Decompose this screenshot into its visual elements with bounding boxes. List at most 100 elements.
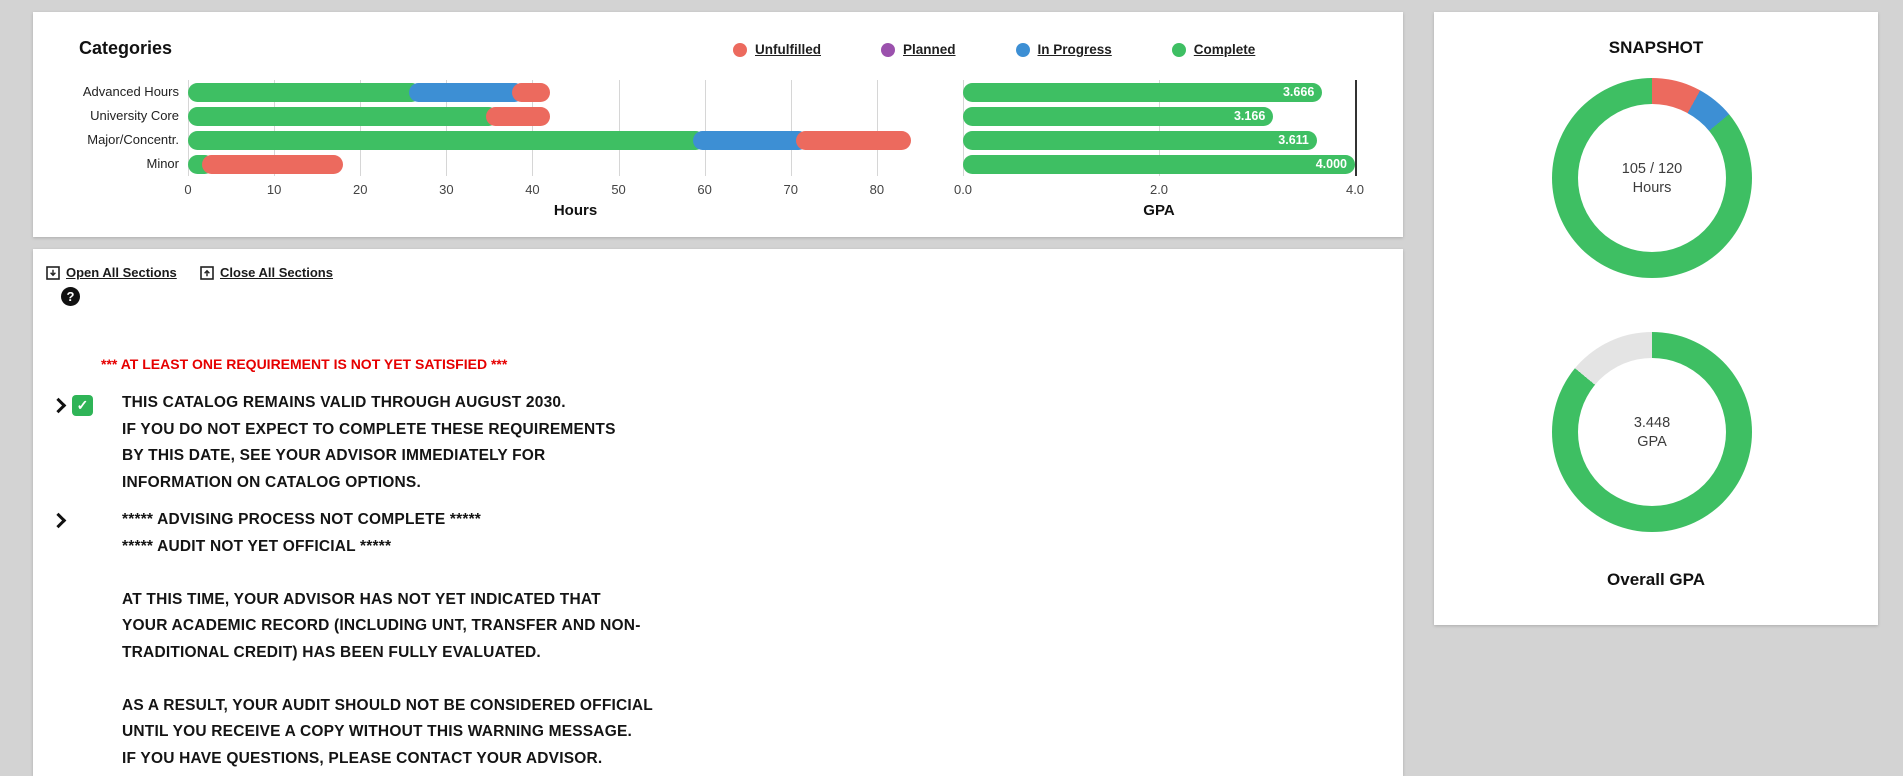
- open-all-sections-link[interactable]: Open All Sections: [46, 265, 177, 280]
- bar-segment-in-progress: [692, 130, 808, 150]
- gridline: [1355, 80, 1357, 176]
- bar-row: 3.611: [963, 128, 1355, 152]
- catalog-section-text: THIS CATALOG REMAINS VALID THROUGH AUGUS…: [122, 390, 616, 496]
- axis-tick-label: 40: [525, 182, 540, 197]
- legend-item-planned[interactable]: Planned: [881, 42, 956, 57]
- hours-donut-chart: 105 / 120 Hours: [1552, 78, 1752, 278]
- audit-text-line: [122, 560, 653, 587]
- audit-text-line: BY THIS DATE, SEE YOUR ADVISOR IMMEDIATE…: [122, 447, 546, 464]
- axis-tick-label: 50: [611, 182, 626, 197]
- gridline: [360, 80, 362, 176]
- legend-label: Complete: [1193, 42, 1256, 57]
- bar-row: [188, 104, 963, 128]
- bar-row: 3.166: [963, 104, 1355, 128]
- bar-row: [188, 80, 963, 104]
- bar-segment-complete: [188, 130, 705, 150]
- bar-row: 3.666: [963, 80, 1355, 104]
- gridline: [188, 80, 189, 176]
- axis-tick-label: 4.0: [1345, 182, 1365, 197]
- open-section-icon: [46, 265, 60, 280]
- category-label: Minor: [146, 156, 179, 171]
- close-section-icon: [200, 265, 214, 280]
- hours-axis-label: Hours: [553, 202, 598, 219]
- audit-text-line: YOUR ACADEMIC RECORD (INCLUDING UNT, TRA…: [122, 617, 641, 634]
- legend-item-unfulfilled[interactable]: Unfulfilled: [733, 42, 821, 57]
- close-all-sections-link[interactable]: Close All Sections: [200, 265, 333, 280]
- legend-dot-icon: [1171, 42, 1186, 57]
- bar-segment-unfulfilled: [486, 106, 550, 126]
- axis-tick-label: 70: [783, 182, 798, 197]
- category-label: Major/Concentr.: [87, 132, 179, 147]
- axis-tick-label: 20: [352, 182, 368, 197]
- gridline: [876, 80, 878, 176]
- gridline: [790, 80, 792, 176]
- requirement-warning-text: *** AT LEAST ONE REQUIREMENT IS NOT YET …: [101, 356, 508, 372]
- bar-segment-unfulfilled: [795, 130, 912, 150]
- close-all-sections-label: Close All Sections: [220, 265, 333, 280]
- bar-segment-unfulfilled: [201, 154, 343, 174]
- bar-segment-in-progress: [408, 82, 524, 102]
- gpa-axis-label: GPA: [1143, 202, 1175, 219]
- audit-text-line: IF YOU DO NOT EXPECT TO COMPLETE THESE R…: [122, 420, 616, 438]
- hours-bar-chart: 0 10 20 30 40 50 60 70 80 Hours: [184, 80, 963, 219]
- complete-checkbox-icon: ✓: [72, 395, 93, 416]
- audit-text-line: [122, 666, 653, 693]
- bar-segment-unfulfilled: [511, 82, 550, 102]
- gpa-plot-area: 3.666 3.166 3.611 4.000: [963, 80, 1357, 176]
- audit-text-line: THIS CATALOG REMAINS VALID THROUGH AUGUS…: [122, 394, 566, 411]
- audit-text-line: ***** ADVISING PROCESS NOT COMPLETE ****…: [122, 511, 482, 528]
- hours-donut-center: 105 / 120 Hours: [1578, 104, 1726, 252]
- legend-label: In Progress: [1037, 42, 1112, 57]
- audit-text-line: TRADITIONAL CREDIT) HAS BEEN FULLY EVALU…: [122, 643, 541, 661]
- legend-item-complete[interactable]: Complete: [1171, 42, 1256, 57]
- legend-item-in-progress[interactable]: In Progress: [1015, 42, 1112, 57]
- gridline: [1159, 80, 1160, 176]
- legend-label: Planned: [903, 42, 956, 57]
- bar-segment-complete: [188, 106, 498, 126]
- category-label: Advanced Hours: [82, 84, 179, 99]
- advising-section-text: ***** ADVISING PROCESS NOT COMPLETE ****…: [122, 507, 653, 772]
- gridline: [963, 80, 964, 176]
- axis-tick-label: 0: [184, 182, 192, 197]
- hours-axis-ticks: 0 10 20 30 40 50 60 70 80: [184, 182, 963, 198]
- audit-text-line: IF YOU HAVE QUESTIONS, PLEASE CONTACT YO…: [122, 749, 603, 767]
- expand-chevron-icon[interactable]: [51, 397, 69, 415]
- bar-row: [188, 152, 963, 176]
- audit-main-panel: Open All Sections Close All Sections ? *…: [33, 249, 1403, 776]
- gridline: [532, 80, 534, 176]
- bar-row: 4.000: [963, 152, 1355, 176]
- categories-title: Categories: [79, 38, 173, 58]
- gpa-donut-center: 3.448 GPA: [1578, 358, 1726, 506]
- legend-label: Unfulfilled: [755, 42, 821, 57]
- bar-segment-gpa: 3.166: [963, 106, 1274, 126]
- bar-row: [188, 128, 963, 152]
- audit-text-line: UNTIL YOU RECEIVE A COPY WITHOUT THIS WA…: [122, 723, 633, 740]
- category-axis-labels: Advanced Hours University Core Major/Conce…: [33, 80, 179, 176]
- audit-text-line: INFORMATION ON CATALOG OPTIONS.: [122, 473, 421, 491]
- hours-plot-area: [188, 80, 963, 176]
- bar-segment-complete: [188, 82, 421, 102]
- help-icon[interactable]: ?: [61, 287, 80, 306]
- axis-tick-label: 60: [697, 182, 712, 197]
- bar-segment-gpa: 4.000: [963, 154, 1355, 174]
- hours-donut-unit: Hours: [1632, 179, 1672, 196]
- axis-tick-label: 80: [869, 182, 885, 197]
- gridline: [274, 80, 276, 176]
- audit-text-line: AS A RESULT, YOUR AUDIT SHOULD NOT BE CO…: [122, 696, 653, 714]
- gridline: [618, 80, 620, 176]
- expand-chevron-icon[interactable]: [51, 512, 69, 530]
- gpa-donut-chart: 3.448 GPA: [1552, 332, 1752, 532]
- audit-text-line: AT THIS TIME, YOUR ADVISOR HAS NOT YET I…: [122, 590, 601, 608]
- gpa-axis-ticks: 0.0 2.0 4.0: [954, 182, 1364, 198]
- categories-panel: Categories Unfulfilled Planned In Progress…: [33, 12, 1403, 237]
- axis-tick-label: 10: [266, 182, 282, 197]
- gridline: [704, 80, 706, 176]
- axis-tick-label: 2.0: [1149, 182, 1169, 197]
- snapshot-panel: SNAPSHOT 105 / 120 Hours 3.448 GPA Overa…: [1434, 12, 1878, 625]
- gpa-donut-unit: GPA: [1637, 433, 1667, 450]
- axis-tick-label: 30: [439, 182, 454, 197]
- legend-dot-icon: [733, 42, 747, 57]
- axis-tick-label: 0.0: [953, 182, 973, 197]
- legend-dot-icon: [1015, 42, 1030, 57]
- audit-text-line: ***** AUDIT NOT YET OFFICIAL *****: [122, 537, 392, 555]
